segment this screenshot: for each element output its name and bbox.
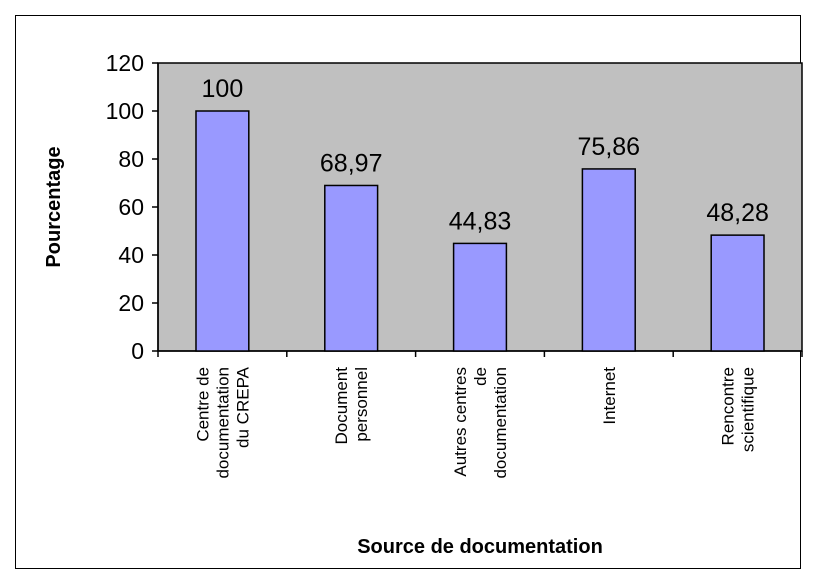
bar	[195, 110, 250, 352]
data-label: 44,83	[449, 207, 512, 235]
category-label-line: Rencontre	[719, 367, 738, 445]
y-axis-title: Pourcentage	[43, 146, 65, 267]
data-label: 68,97	[320, 149, 383, 177]
category-label: Internet	[600, 367, 619, 425]
bar	[581, 168, 636, 352]
y-tick-label: 120	[106, 50, 144, 76]
y-tick-label: 0	[131, 338, 144, 364]
data-label: 48,28	[706, 199, 769, 227]
bars	[195, 110, 765, 352]
y-tick-label: 80	[118, 146, 144, 172]
y-tick-label: 20	[118, 290, 144, 316]
x-axis-title: Source de documentation	[357, 536, 603, 558]
data-label: 75,86	[578, 133, 641, 161]
category-label-line: Document	[332, 367, 351, 445]
category-label-line: Internet	[600, 367, 619, 425]
category-label-line: Autres centres	[451, 367, 470, 477]
category-label-line: scientifique	[739, 367, 758, 452]
category-label: Rencontrescientifique	[719, 367, 758, 452]
category-label-line: du CREPA	[233, 366, 252, 448]
category-label-line: documentation	[491, 367, 510, 479]
category-label: Autres centresdedocumentation	[451, 367, 510, 479]
category-label-line: Centre de	[193, 367, 212, 442]
data-label: 100	[202, 75, 244, 103]
bar	[710, 234, 765, 352]
y-tick-label: 40	[118, 242, 144, 268]
y-axis: 0 20 40 60 80 100 120	[106, 50, 159, 364]
y-tick-label: 100	[106, 98, 144, 124]
category-label-line: personnel	[352, 367, 371, 442]
category-label: Documentpersonnel	[332, 367, 371, 445]
bar	[452, 242, 508, 352]
category-label: Centre dedocumentationdu CREPA	[193, 366, 252, 478]
y-tick-label: 60	[118, 194, 144, 220]
data-labels: 100 68,97 44,83 75,86 48,28	[202, 75, 769, 235]
category-label-line: documentation	[213, 367, 232, 479]
category-label-line: de	[471, 367, 490, 386]
category-labels: Centre dedocumentationdu CREPA Documentpe…	[193, 366, 757, 478]
x-axis	[157, 350, 803, 357]
bar	[324, 184, 379, 352]
